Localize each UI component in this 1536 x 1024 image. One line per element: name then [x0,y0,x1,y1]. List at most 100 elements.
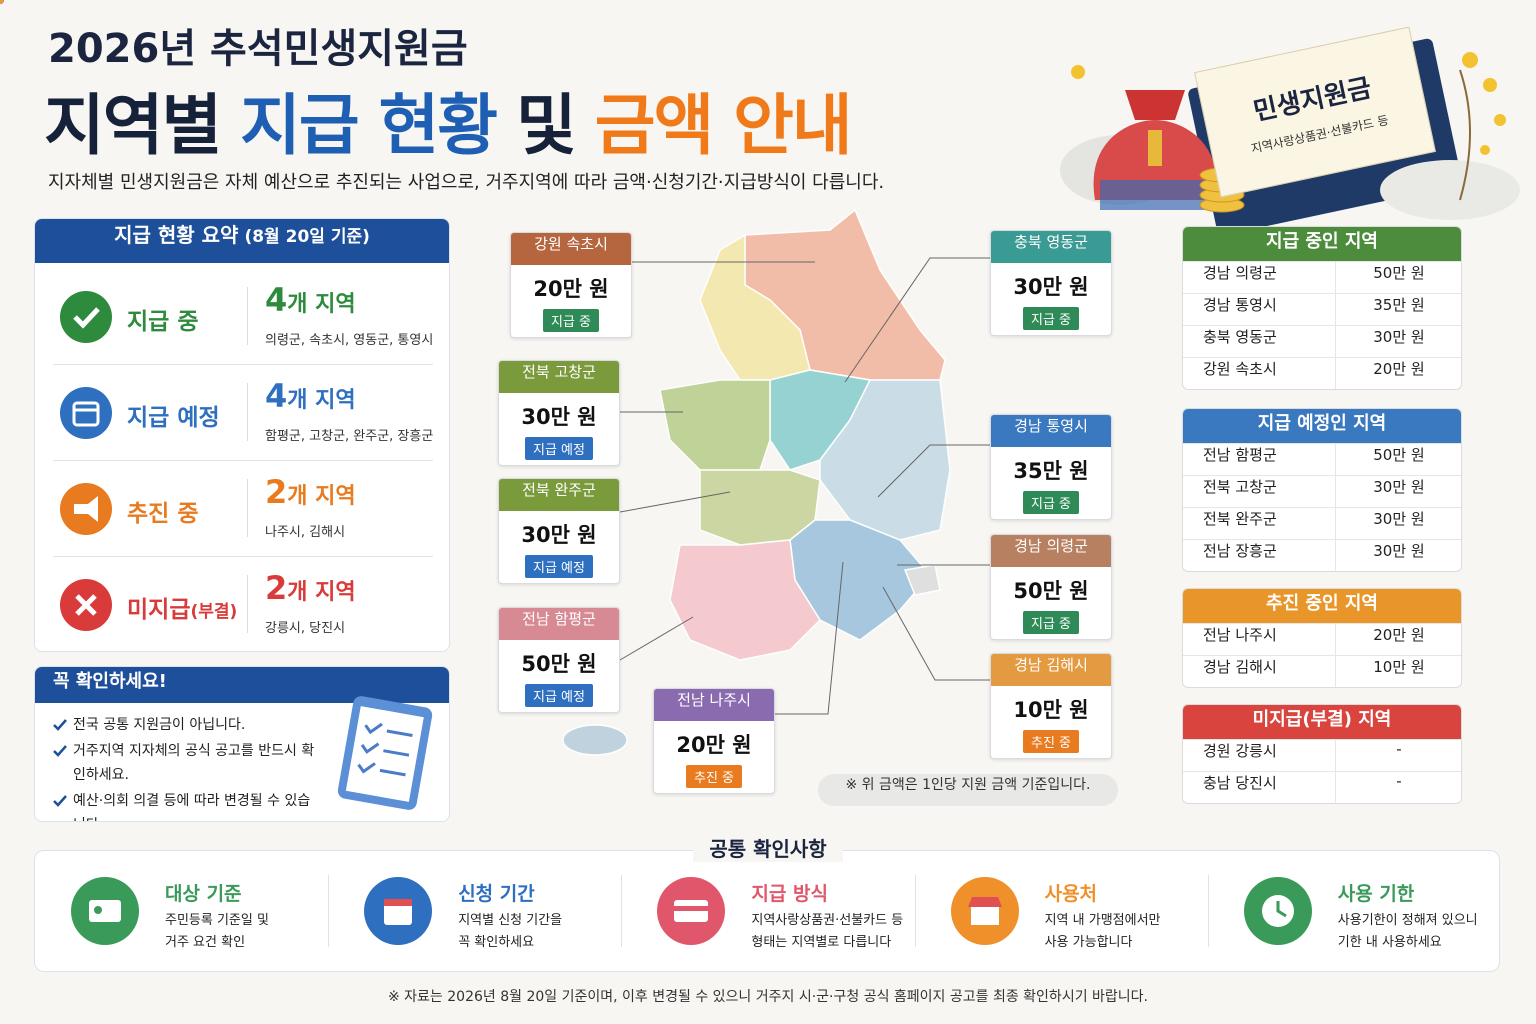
clipboard-icon [337,696,433,810]
table-title: 추진 중인 지역 [1183,589,1461,623]
region-jeju [562,724,628,756]
table-region: 충북 영동군 [1203,328,1277,346]
row-separator [53,460,433,461]
table-amount: 50만 원 [1373,264,1425,282]
table-amount: 35만 원 [1373,296,1425,314]
common-icon [71,877,139,945]
callout: 경남 통영시 35만 원 지급 중 [990,414,1112,520]
cloud [1380,160,1520,220]
map-dot [0,0,4,4]
common-item: 지급 방식 지역사랑상품권·선불카드 등 형태는 지역별로 다릅니다 [621,851,914,971]
table-region: 경원 강릉시 [1203,742,1277,760]
status-label: 지급 예정 [127,398,220,432]
status-label: 미지급(부결) [127,590,237,624]
table-divider [1335,294,1336,326]
callout: 충북 영동군 30만 원 지급 중 [990,230,1112,336]
common-item-line: 사용기한이 정해져 있으니 [1337,913,1478,928]
summary-header: 지급 현황 요약 (8월 20일 기준) [35,219,449,263]
common-item-line: 지역별 신청 기간을 [458,913,563,928]
summary-row: 지급 예정 4개 지역 함평군, 고창군, 완주군, 장흥군 [35,365,449,461]
row-separator [53,556,433,557]
status-label: 추진 중 [127,494,199,528]
table-region: 경남 김해시 [1203,658,1277,676]
common-item-title: 사용 기한 [1337,883,1415,905]
table-amount: 30만 원 [1373,478,1425,496]
divider [247,479,248,537]
region-busan [903,564,941,596]
connector [619,491,731,513]
table-divider [1335,740,1336,772]
callout-amount: 20만 원 [533,277,609,301]
table-amount: 50만 원 [1373,446,1425,464]
table-title: 지급 중인 지역 [1183,227,1461,261]
status-regions: 나주시, 김해시 [265,525,346,540]
status-count: 4개 지역 [265,377,356,415]
notice-item: 예산·의회 의결 등에 따라 변경될 수 있습니다. [51,789,321,821]
callout-region: 경남 의령군 [991,535,1111,567]
status-icon [60,291,112,343]
check-line [53,745,67,757]
table-amount: 20만 원 [1373,360,1425,378]
callout-amount: 35만 원 [1013,459,1089,483]
count-unit: 개 지역 [287,580,356,605]
connector [619,616,694,661]
korea-map [562,208,951,756]
table-row: 전남 나주시 20만 원 [1183,623,1461,656]
headline-part: 금액 안내 [594,87,853,164]
icon-awning [967,897,1002,907]
icon-store [970,907,999,925]
common-item-line: 거주 요건 확인 [165,935,246,950]
table-row: 충북 영동군 30만 원 [1183,325,1461,358]
status-table: 추진 중인 지역 전남 나주시 20만 원 경남 김해시 10만 원 [1182,588,1462,688]
status-count: 2개 지역 [265,473,356,511]
status-regions: 의령군, 속초시, 영동군, 통영시 [265,333,434,348]
headline-part: 지급 현황 [240,87,498,164]
callout-status: 지급 중 [1022,611,1079,634]
notice-item: 전국 공통 지원금이 아닙니다. [51,713,321,737]
pouch-top [1125,90,1185,120]
common-icon [657,877,726,945]
status-label-note: (부결) [190,602,238,622]
tassel [1148,130,1162,166]
icon-group [60,483,112,535]
table-divider [1335,262,1336,294]
common-item-line: 사용 가능합니다 [1044,935,1133,950]
callout-status: 지급 중 [542,309,599,332]
status-label-text: 추진 중 [127,501,199,527]
common-item-line: 주민등록 기준일 및 [165,913,269,928]
notice-list: 전국 공통 지원금이 아닙니다. 거주지역 지자체의 공식 공고를 반드시 확인하… [51,713,321,821]
check-line [53,719,67,731]
common-item-line: 기한 내 사용하세요 [1337,935,1442,950]
table-region: 강원 속초시 [1203,360,1277,378]
notice-text: 거주지역 지자체의 공식 공고를 반드시 확인하세요. [73,743,315,783]
table-row: 전남 장흥군 30만 원 [1183,539,1461,571]
region-chungnam [659,379,771,471]
connector [882,586,990,681]
callout: 전북 완주군 30만 원 지급 예정 [498,478,620,584]
table-divider [1335,624,1336,656]
icon-group [71,877,139,945]
headline: 지역별 지급 현황 및 금액 안내 [44,72,871,168]
table-amount: 30만 원 [1373,542,1425,560]
table-divider [1335,358,1336,389]
count-number: 4 [265,281,288,319]
callout: 경남 의령군 50만 원 지급 중 [990,534,1112,640]
table-divider [1335,508,1336,540]
icon-card-stripe [674,906,709,911]
common-item-line: 꼭 확인하세요 [458,935,535,950]
table-row: 전남 함평군 50만 원 [1183,443,1461,476]
common-separator [914,875,916,947]
table-region: 경남 통영시 [1203,296,1277,314]
notice-text: 전국 공통 지원금이 아닙니다. [73,717,246,733]
table-region: 전남 나주시 [1203,626,1277,644]
headline-part: 지역별 [44,87,222,164]
icon-id [89,900,121,922]
branch [1459,69,1471,201]
divider [247,575,248,633]
status-label: 지급 중 [127,302,199,336]
common-item-line: 지역 내 가맹점에서만 [1044,913,1161,928]
table-region: 전남 장흥군 [1203,542,1277,560]
